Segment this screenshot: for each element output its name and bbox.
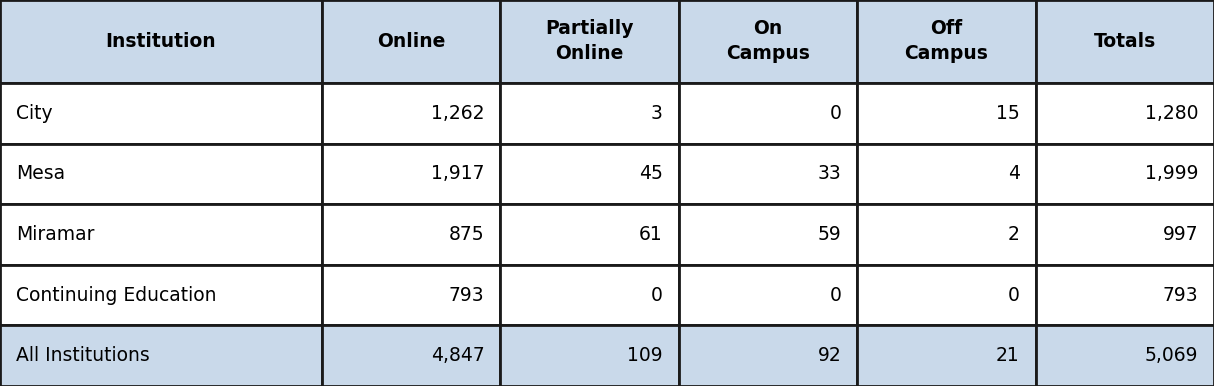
- Bar: [857, 0, 1036, 83]
- Text: 0: 0: [1008, 286, 1020, 305]
- Text: Mesa: Mesa: [16, 164, 64, 183]
- Text: 1,999: 1,999: [1145, 164, 1198, 183]
- Bar: [0, 83, 322, 144]
- Text: Online: Online: [376, 32, 446, 51]
- Text: 92: 92: [817, 346, 841, 365]
- Text: Partially
Online: Partially Online: [545, 20, 634, 63]
- Bar: [322, 265, 500, 325]
- Text: Totals: Totals: [1094, 32, 1156, 51]
- Text: 61: 61: [639, 225, 663, 244]
- Text: 59: 59: [817, 225, 841, 244]
- Bar: [857, 265, 1036, 325]
- Bar: [679, 204, 857, 265]
- Text: 33: 33: [817, 164, 841, 183]
- Bar: [500, 144, 679, 204]
- Bar: [1036, 83, 1214, 144]
- Bar: [857, 83, 1036, 144]
- Bar: [322, 325, 500, 386]
- Bar: [857, 325, 1036, 386]
- Bar: [1036, 0, 1214, 83]
- Bar: [0, 265, 322, 325]
- Bar: [500, 83, 679, 144]
- Bar: [1036, 265, 1214, 325]
- Bar: [500, 204, 679, 265]
- Text: Institution: Institution: [106, 32, 216, 51]
- Bar: [679, 325, 857, 386]
- Bar: [857, 204, 1036, 265]
- Text: 875: 875: [449, 225, 484, 244]
- Bar: [0, 0, 322, 83]
- Bar: [0, 204, 322, 265]
- Bar: [322, 204, 500, 265]
- Text: Off
Campus: Off Campus: [904, 20, 988, 63]
- Text: 1,917: 1,917: [431, 164, 484, 183]
- Text: 0: 0: [829, 104, 841, 123]
- Text: 109: 109: [628, 346, 663, 365]
- Bar: [500, 265, 679, 325]
- Text: Continuing Education: Continuing Education: [16, 286, 216, 305]
- Text: 4: 4: [1008, 164, 1020, 183]
- Bar: [679, 83, 857, 144]
- Text: 4,847: 4,847: [431, 346, 484, 365]
- Text: On
Campus: On Campus: [726, 20, 810, 63]
- Text: 0: 0: [651, 286, 663, 305]
- Bar: [322, 144, 500, 204]
- Text: All Institutions: All Institutions: [16, 346, 149, 365]
- Text: 793: 793: [449, 286, 484, 305]
- Text: 45: 45: [639, 164, 663, 183]
- Bar: [857, 144, 1036, 204]
- Bar: [679, 0, 857, 83]
- Bar: [1036, 204, 1214, 265]
- Text: 21: 21: [995, 346, 1020, 365]
- Bar: [500, 0, 679, 83]
- Text: 1,280: 1,280: [1145, 104, 1198, 123]
- Bar: [1036, 325, 1214, 386]
- Bar: [322, 0, 500, 83]
- Bar: [322, 83, 500, 144]
- Bar: [679, 265, 857, 325]
- Text: Miramar: Miramar: [16, 225, 95, 244]
- Text: 1,262: 1,262: [431, 104, 484, 123]
- Bar: [0, 144, 322, 204]
- Bar: [679, 144, 857, 204]
- Text: 793: 793: [1163, 286, 1198, 305]
- Text: City: City: [16, 104, 52, 123]
- Bar: [0, 325, 322, 386]
- Text: 3: 3: [651, 104, 663, 123]
- Text: 15: 15: [995, 104, 1020, 123]
- Text: 5,069: 5,069: [1145, 346, 1198, 365]
- Text: 997: 997: [1163, 225, 1198, 244]
- Text: 0: 0: [829, 286, 841, 305]
- Text: 2: 2: [1008, 225, 1020, 244]
- Bar: [1036, 144, 1214, 204]
- Bar: [500, 325, 679, 386]
